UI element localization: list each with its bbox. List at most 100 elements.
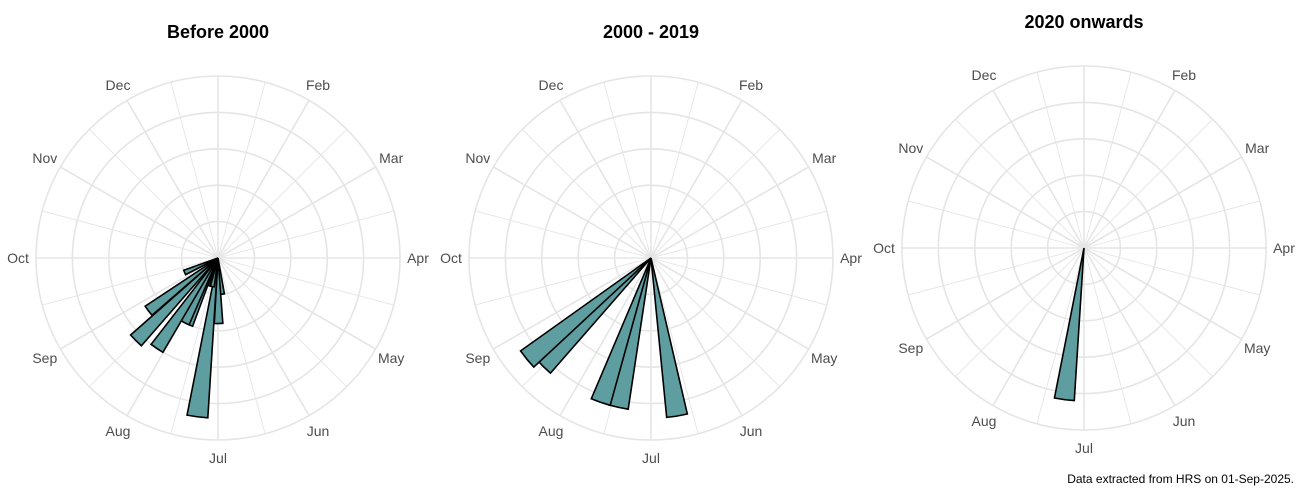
grid-spoke — [217, 257, 266, 434]
chart-title: 2020 onwards — [1024, 12, 1143, 32]
grid-spoke — [1083, 72, 1132, 249]
month-label-mar: Mar — [379, 150, 403, 166]
month-label-feb: Feb — [306, 77, 330, 93]
month-label-mar: Mar — [1245, 140, 1269, 156]
month-label-sep: Sep — [898, 340, 923, 356]
grid-spoke — [992, 247, 1085, 407]
radial-chart-2: 2000 - 2019 Feb Mar Apr May Jun Jul Aug Sep Oct No… — [440, 22, 862, 466]
radial-bar-9 — [129, 257, 219, 347]
radial-chart-3: 2020 onwards Feb Mar Apr May Jun Jul Aug Sep Oct N… — [873, 12, 1295, 456]
month-label-sep: Sep — [32, 350, 57, 366]
month-label-nov: Nov — [32, 150, 57, 166]
grid-spoke — [559, 99, 652, 259]
grid-spoke — [217, 257, 310, 417]
month-label-jun: Jun — [1173, 413, 1196, 429]
grid-spoke — [1083, 247, 1176, 407]
radial-bar-8 — [149, 257, 219, 354]
grid-spoke — [217, 82, 266, 259]
grid-spoke — [1083, 247, 1214, 378]
grid-spoke — [217, 210, 394, 259]
radial-chart-1: Before 2000 Feb Mar Apr May Jun Jul Aug Sep Oct No… — [7, 22, 429, 466]
month-label-aug: Aug — [106, 423, 131, 439]
grid-spoke — [992, 89, 1085, 249]
month-label-feb: Feb — [739, 77, 763, 93]
grid-spoke — [954, 247, 1085, 378]
grid-spoke — [1083, 118, 1214, 249]
grid-spoke — [170, 257, 219, 434]
grid-spoke — [925, 156, 1085, 249]
month-label-sep: Sep — [465, 350, 490, 366]
grid-spoke — [650, 82, 699, 259]
grid-spoke — [59, 166, 219, 259]
grid-spoke — [954, 118, 1085, 249]
month-label-feb: Feb — [1172, 67, 1196, 83]
grid-spoke — [475, 210, 652, 259]
grid-spoke — [650, 257, 743, 417]
grid-spoke — [475, 257, 652, 306]
grid-spoke — [1036, 72, 1085, 249]
grid-spoke — [126, 99, 219, 259]
grid-spoke — [217, 257, 394, 306]
month-label-jul: Jul — [209, 450, 227, 466]
grid-spoke — [559, 257, 652, 417]
month-label-jul: Jul — [1075, 440, 1093, 456]
radial-bar-5 — [519, 257, 652, 369]
month-label-oct: Oct — [440, 250, 462, 266]
chart-title: Before 2000 — [167, 22, 269, 42]
grid-spoke — [908, 200, 1085, 249]
grid-spoke — [521, 128, 652, 259]
grid-spoke — [908, 247, 1085, 296]
month-label-apr: Apr — [1273, 240, 1295, 256]
month-label-nov: Nov — [465, 150, 490, 166]
month-label-dec: Dec — [972, 67, 997, 83]
grid-spoke — [650, 257, 810, 350]
grid-spoke — [650, 128, 781, 259]
month-label-apr: Apr — [840, 250, 862, 266]
radial-bar-1 — [1053, 247, 1085, 402]
month-label-aug: Aug — [539, 423, 564, 439]
radial-bar-3 — [186, 257, 219, 419]
grid-spoke — [650, 257, 781, 388]
month-label-aug: Aug — [972, 413, 997, 429]
grid-spoke — [1083, 247, 1243, 340]
grid-spoke — [650, 99, 743, 259]
data-source-caption: Data extracted from HRS on 01-Sep-2025. — [1067, 472, 1294, 486]
grid-spoke — [603, 82, 652, 259]
month-label-oct: Oct — [7, 250, 29, 266]
grid-spoke — [492, 166, 652, 259]
month-label-dec: Dec — [539, 77, 564, 93]
grid-spoke — [1083, 247, 1132, 424]
grid-spoke — [925, 247, 1085, 340]
grid-spoke — [170, 82, 219, 259]
grid-spoke — [1083, 247, 1260, 296]
radial-bar-3 — [590, 257, 652, 407]
grid-spoke — [1083, 156, 1243, 249]
grid-spoke — [217, 257, 377, 350]
grid-spoke — [650, 210, 827, 259]
chart-title: 2000 - 2019 — [603, 22, 699, 42]
month-label-apr: Apr — [407, 250, 429, 266]
grid-spoke — [88, 128, 219, 259]
radial-bar-11 — [182, 257, 219, 276]
grid-spoke — [59, 257, 219, 350]
grid-spoke — [492, 257, 652, 350]
month-label-mar: Mar — [812, 150, 836, 166]
grid-spoke — [1083, 200, 1260, 249]
grid-spoke — [650, 257, 699, 434]
month-label-may: May — [1244, 340, 1270, 356]
grid-spoke — [1036, 247, 1085, 424]
radial-bar-1 — [650, 257, 689, 419]
month-label-may: May — [811, 350, 837, 366]
month-label-nov: Nov — [898, 140, 923, 156]
month-label-jun: Jun — [740, 423, 763, 439]
grid-spoke — [217, 257, 348, 388]
grid-spoke — [42, 257, 219, 306]
grid-spoke — [650, 257, 827, 306]
grid-spoke — [217, 128, 348, 259]
month-label-may: May — [378, 350, 404, 366]
grid-spoke — [1083, 89, 1176, 249]
month-label-jul: Jul — [642, 450, 660, 466]
grid-spoke — [42, 210, 219, 259]
grid-spoke — [650, 166, 810, 259]
